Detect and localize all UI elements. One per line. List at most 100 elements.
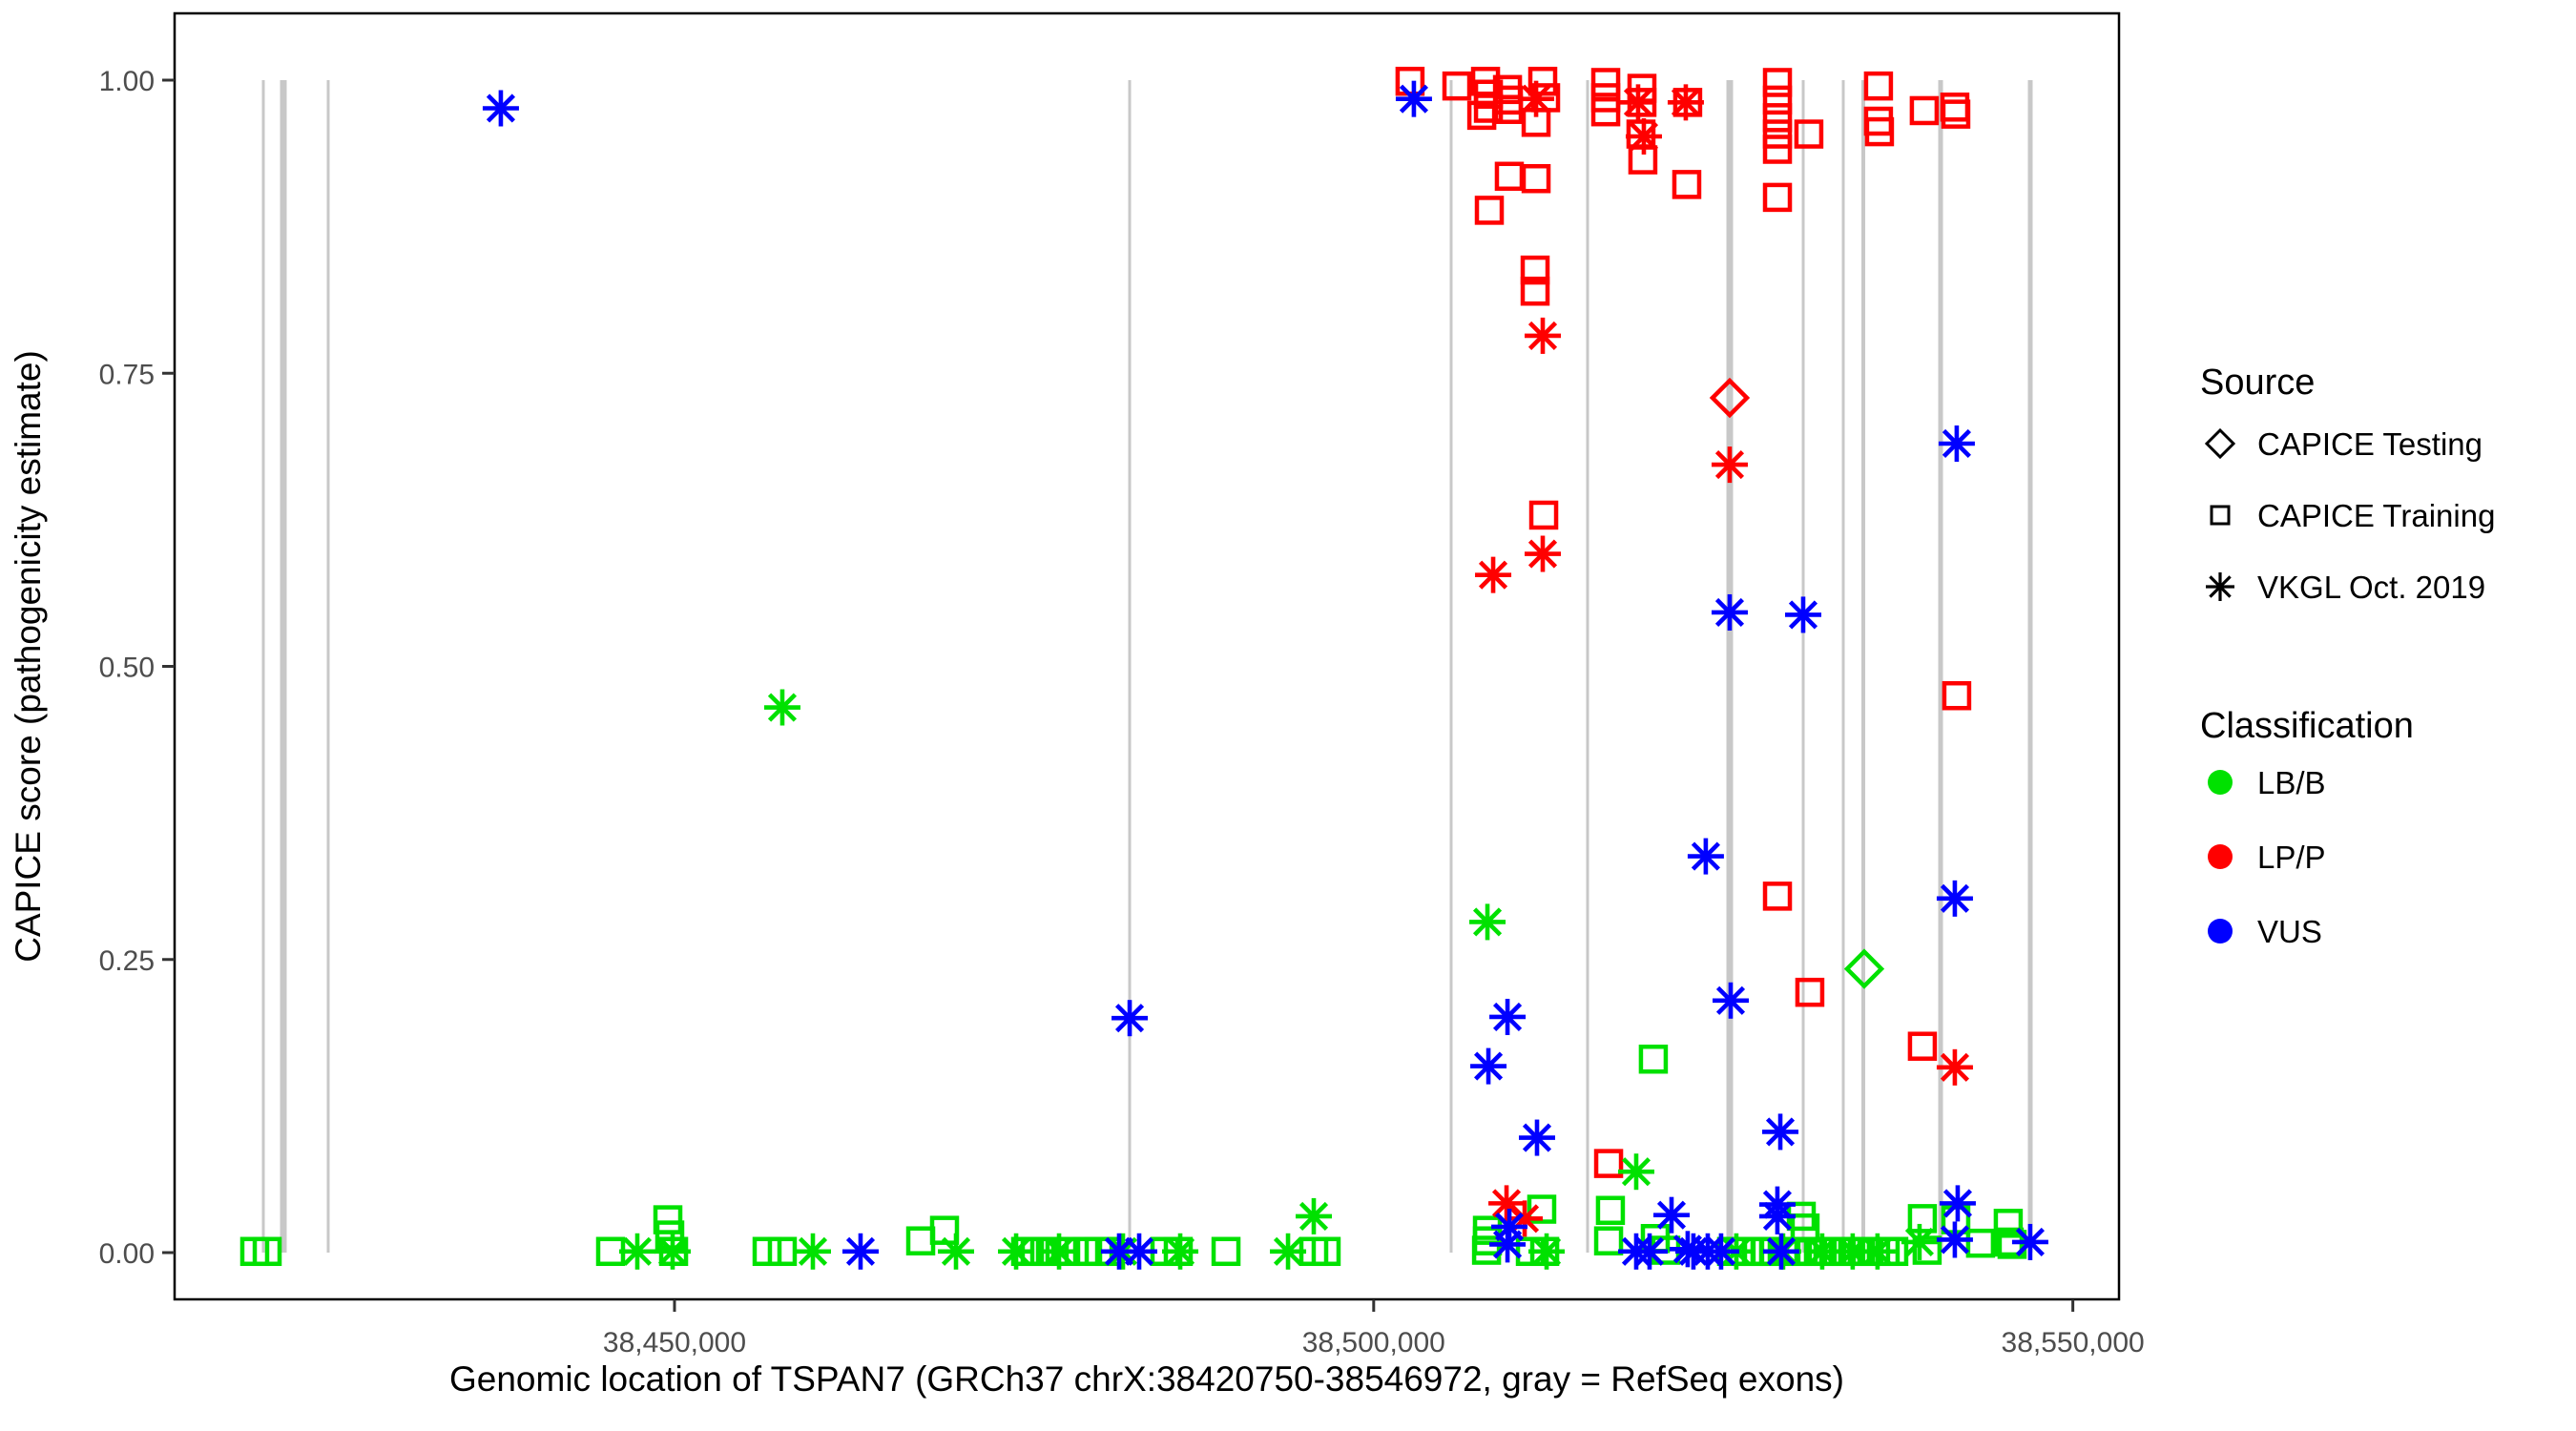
data-point-star	[795, 1233, 832, 1270]
data-point-star	[1121, 1233, 1158, 1270]
data-point-star	[1270, 1233, 1307, 1270]
data-point-star	[1518, 1119, 1555, 1156]
data-point-star	[998, 1233, 1035, 1270]
legend-source: Source CAPICE Testing CAPICE Training VK…	[2200, 363, 2495, 605]
data-point-square	[1795, 977, 1825, 1007]
legend-item-capice-testing: CAPICE Testing	[2257, 426, 2483, 462]
data-point-star	[1395, 80, 1432, 117]
y-tick-label: 0.75	[99, 359, 155, 390]
y-axis-title: CAPICE score (pathogenicity estimate)	[9, 350, 48, 963]
data-point-square	[1211, 1236, 1241, 1267]
data-point-star	[1711, 593, 1748, 631]
data-point-star	[1784, 596, 1821, 633]
data-point-square	[767, 1236, 798, 1267]
data-point-star	[2011, 1223, 2048, 1260]
y-tick-label: 1.00	[99, 66, 155, 97]
data-point-square	[1762, 119, 1793, 149]
data-point-star	[1762, 1113, 1799, 1151]
data-point-square	[1311, 1236, 1341, 1267]
capice-training-square-icon	[2210, 505, 2231, 526]
data-point-star	[1936, 1048, 1973, 1086]
data-point-star	[1489, 998, 1527, 1035]
data-point-square	[1472, 1215, 1503, 1245]
legend-source-title: Source	[2200, 363, 2315, 403]
data-point-star	[1702, 1233, 1739, 1270]
data-point-square	[1941, 99, 1971, 129]
data-point-star	[1528, 1233, 1566, 1270]
legend-classification: Classification LB/B LP/P VUS	[2200, 706, 2414, 949]
legend-item-capice-training: CAPICE Training	[2257, 498, 2495, 533]
data-point-square	[1907, 1204, 1938, 1234]
x-axis-title: Genomic location of TSPAN7 (GRCh37 chrX:…	[449, 1359, 1844, 1399]
data-point-square	[1762, 68, 1793, 97]
data-point-square	[1593, 1226, 1624, 1255]
data-point-square	[1474, 196, 1505, 225]
data-point-square	[252, 1236, 282, 1267]
data-point-star	[1111, 1000, 1149, 1037]
data-point-star	[1712, 982, 1749, 1019]
y-axis-ticks: 0.00 0.25 0.50 0.75 1.00	[99, 66, 175, 1270]
capice-testing-diamond-icon	[2204, 427, 2236, 460]
data-point-square	[1493, 94, 1524, 124]
data-point-star	[938, 1233, 975, 1270]
data-point-square	[653, 1205, 683, 1234]
data-point-square	[1942, 680, 1972, 711]
data-point-star	[654, 1233, 691, 1270]
data-point-star	[618, 1233, 655, 1270]
data-point-star	[482, 90, 519, 127]
y-tick-label: 0.25	[99, 945, 155, 977]
data-point-square	[1907, 1031, 1938, 1061]
data-point-square	[1912, 1235, 1942, 1265]
data-point-star	[1295, 1197, 1332, 1234]
lbb-color-dot-icon	[2208, 770, 2233, 795]
data-point-square	[1528, 500, 1559, 530]
legend-item-lbb: LB/B	[2257, 765, 2326, 800]
data-point-star	[1525, 535, 1562, 572]
vus-color-dot-icon	[2208, 919, 2233, 944]
data-points	[239, 66, 2048, 1270]
plot-panel-border	[173, 11, 2121, 1301]
data-point-square	[1762, 103, 1793, 133]
data-point-star	[1525, 317, 1562, 354]
data-point-square	[1965, 1228, 1996, 1258]
data-point-diamond	[1709, 377, 1751, 419]
data-point-square	[1909, 95, 1940, 126]
data-point-star	[1619, 84, 1656, 121]
data-point-star	[841, 1233, 879, 1270]
data-point-star	[1758, 1197, 1796, 1234]
data-point-square	[1762, 135, 1793, 164]
data-point-star	[1762, 1233, 1799, 1270]
lpp-color-dot-icon	[2208, 844, 2233, 869]
legend-item-lpp: LP/P	[2257, 840, 2326, 875]
data-point-star	[1625, 117, 1662, 155]
data-point-star	[1475, 556, 1512, 593]
data-point-square	[1442, 71, 1472, 101]
data-point-star	[1469, 903, 1506, 941]
legend-classification-title: Classification	[2200, 706, 2414, 746]
data-point-square	[1993, 1209, 2024, 1238]
data-point-diamond	[1843, 948, 1885, 989]
refseq-exon-lines	[261, 80, 2033, 1253]
data-point-square	[1590, 96, 1621, 127]
data-point-square	[1473, 93, 1504, 123]
data-point-square	[1762, 182, 1793, 213]
data-point-square	[1997, 1230, 2027, 1259]
data-point-star	[1939, 1185, 1976, 1222]
x-tick-label: 38,450,000	[603, 1327, 746, 1358]
data-point-star	[1936, 1221, 1973, 1258]
data-point-star	[1936, 880, 1973, 917]
data-point-star	[1859, 1233, 1896, 1270]
data-point-square	[1595, 1195, 1626, 1226]
data-point-star	[1938, 425, 1975, 462]
data-point-square	[1762, 881, 1793, 911]
x-axis-ticks: 38,450,000 38,500,000 38,550,000	[603, 1299, 2145, 1358]
data-point-square	[1638, 1044, 1669, 1074]
y-tick-label: 0.00	[99, 1238, 155, 1270]
data-point-star	[1687, 838, 1724, 875]
data-point-square	[1593, 1149, 1624, 1178]
data-point-square	[1864, 116, 1895, 147]
data-point-square	[1520, 276, 1550, 306]
data-point-star	[1162, 1233, 1199, 1270]
